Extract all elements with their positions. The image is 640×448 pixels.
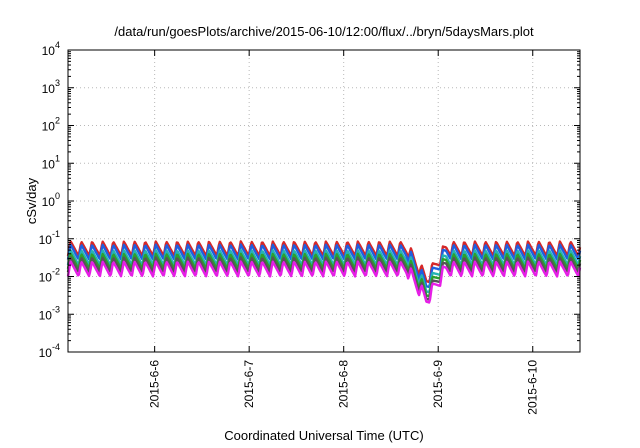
- y-tick-label: 100: [42, 191, 60, 209]
- x-tick-label: 2015-6-10: [526, 360, 540, 415]
- y-tick-label: 10-3: [39, 304, 60, 322]
- chart-title: /data/run/goesPlots/archive/2015-06-10/1…: [114, 24, 534, 39]
- y-tick-label: 102: [42, 116, 60, 134]
- y-tick-label: 103: [42, 78, 60, 96]
- series-line: [66, 260, 582, 304]
- grid: [68, 50, 580, 352]
- x-axis: 2015-6-6 2015-6-7 2015-6-8 2015-6-9 2015-6-1…: [148, 50, 540, 415]
- x-tick-label: 2015-6-9: [431, 360, 445, 408]
- x-tick-label: 2015-6-7: [242, 360, 256, 408]
- y-tick-label: 10-1: [39, 229, 60, 247]
- y-tick-label: 101: [42, 153, 60, 171]
- y-axis: 10-4 10-3 10-2 10-1 100 101 102 103 104: [39, 40, 580, 360]
- series-group: [66, 240, 582, 304]
- x-tick-label: 2015-6-6: [148, 360, 162, 408]
- y-tick-label: 104: [42, 40, 60, 58]
- y-tick-label: 10-2: [39, 267, 60, 285]
- x-tick-label: 2015-6-8: [337, 360, 351, 408]
- y-tick-label: 10-4: [39, 342, 60, 360]
- x-axis-label: Coordinated Universal Time (UTC): [224, 428, 423, 443]
- y-axis-label: cSv/day: [24, 177, 39, 224]
